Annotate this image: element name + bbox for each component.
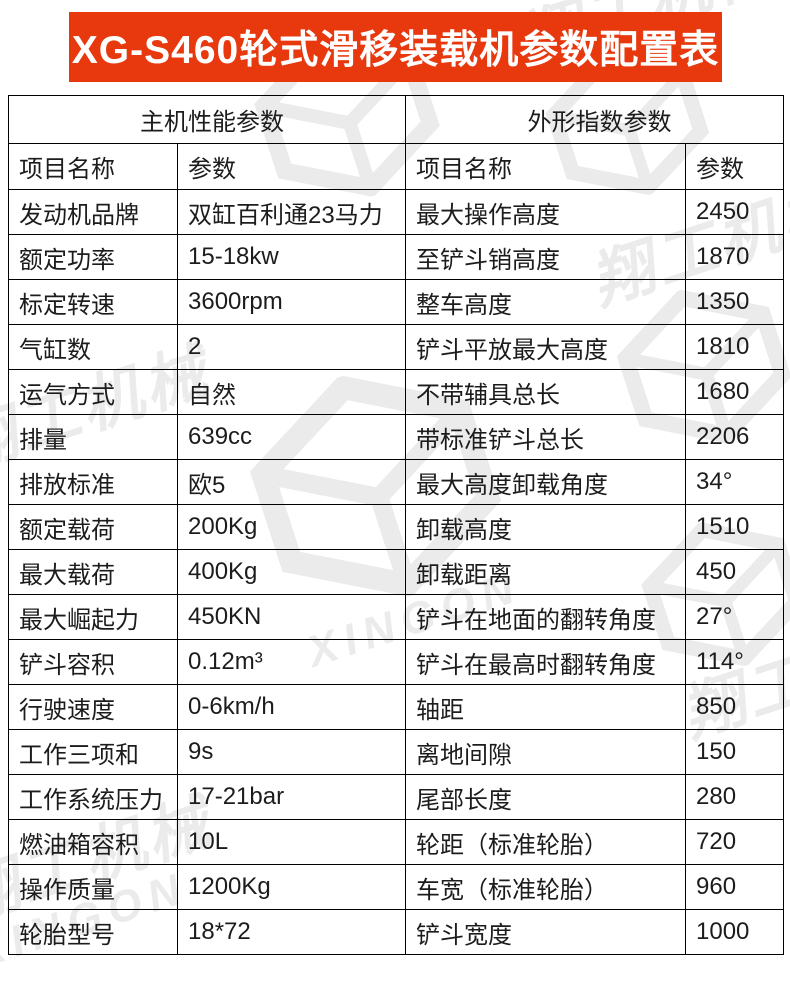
param-value-cell: 10L <box>177 819 406 865</box>
param-name-cell: 铲斗在地面的翻转角度 <box>405 594 686 640</box>
param-value-cell: 2 <box>177 324 406 370</box>
table-row: 最大载荷 400Kg 卸载距离 450 <box>8 549 784 595</box>
param-name-cell: 离地间隙 <box>405 729 686 775</box>
table-row: 排放标准 欧5 最大高度卸载角度 34° <box>8 459 784 505</box>
param-value-cell: 27° <box>685 594 784 640</box>
column-header-row: 项目名称 参数 项目名称 参数 <box>8 143 784 190</box>
param-value-cell: 0-6km/h <box>177 684 406 730</box>
param-name-cell: 额定载荷 <box>8 504 178 550</box>
param-name-cell: 轴距 <box>405 684 686 730</box>
param-value-cell: 1000 <box>685 909 784 955</box>
param-name-cell: 至铲斗销高度 <box>405 234 686 280</box>
param-name-cell: 轮胎型号 <box>8 909 178 955</box>
table-row: 标定转速 3600rpm 整车高度 1350 <box>8 279 784 325</box>
param-name-cell: 最大崛起力 <box>8 594 178 640</box>
param-value-cell: 450KN <box>177 594 406 640</box>
param-name-cell: 最大操作高度 <box>405 189 686 235</box>
param-value-cell: 960 <box>685 864 784 910</box>
param-name-cell: 铲斗在最高时翻转角度 <box>405 639 686 685</box>
param-name-cell: 轮距（标准轮胎） <box>405 819 686 865</box>
spec-table-body: 主机性能参数 外形指数参数 项目名称 参数 项目名称 参数 发动机品牌 双缸百利通… <box>8 95 784 955</box>
param-name-cell: 工作三项和 <box>8 729 178 775</box>
param-name-cell: 带标准铲斗总长 <box>405 414 686 460</box>
param-value-cell: 150 <box>685 729 784 775</box>
param-name-cell: 排量 <box>8 414 178 460</box>
param-value-cell: 200Kg <box>177 504 406 550</box>
table-row: 气缸数 2 铲斗平放最大高度 1810 <box>8 324 784 370</box>
param-value-cell: 双缸百利通23马力 <box>177 189 406 235</box>
param-name-cell: 车宽（标准轮胎） <box>405 864 686 910</box>
table-row: 额定功率 15-18kw 至铲斗销高度 1870 <box>8 234 784 280</box>
param-name-cell: 额定功率 <box>8 234 178 280</box>
param-value-cell: 450 <box>685 549 784 595</box>
param-name-cell: 操作质量 <box>8 864 178 910</box>
table-row: 最大崛起力 450KN 铲斗在地面的翻转角度 27° <box>8 594 784 640</box>
param-value-cell: 114° <box>685 639 784 685</box>
param-value-cell: 2206 <box>685 414 784 460</box>
param-name-cell: 尾部长度 <box>405 774 686 820</box>
param-name-cell: 最大高度卸载角度 <box>405 459 686 505</box>
param-value-cell: 18*72 <box>177 909 406 955</box>
param-value-cell: 自然 <box>177 369 406 415</box>
param-name-cell: 发动机品牌 <box>8 189 178 235</box>
param-name-cell: 最大载荷 <box>8 549 178 595</box>
param-name-cell: 卸载高度 <box>405 504 686 550</box>
param-value-cell: 850 <box>685 684 784 730</box>
table-row: 额定载荷 200Kg 卸载高度 1510 <box>8 504 784 550</box>
col-header-name: 项目名称 <box>405 143 686 190</box>
title-banner: XG-S460轮式滑移装载机参数配置表 <box>69 12 722 82</box>
param-name-cell: 标定转速 <box>8 279 178 325</box>
param-name-cell: 气缸数 <box>8 324 178 370</box>
param-value-cell: 9s <box>177 729 406 775</box>
param-value-cell: 欧5 <box>177 459 406 505</box>
param-value-cell: 1350 <box>685 279 784 325</box>
param-name-cell: 工作系统压力 <box>8 774 178 820</box>
param-value-cell: 34° <box>685 459 784 505</box>
table-row: 铲斗容积 0.12m³ 铲斗在最高时翻转角度 114° <box>8 639 784 685</box>
param-name-cell: 运气方式 <box>8 369 178 415</box>
param-value-cell: 2450 <box>685 189 784 235</box>
param-value-cell: 720 <box>685 819 784 865</box>
table-row: 操作质量 1200Kg 车宽（标准轮胎） 960 <box>8 864 784 910</box>
param-value-cell: 3600rpm <box>177 279 406 325</box>
param-name-cell: 燃油箱容积 <box>8 819 178 865</box>
param-name-cell: 铲斗容积 <box>8 639 178 685</box>
table-row: 行驶速度 0-6km/h 轴距 850 <box>8 684 784 730</box>
right-group-header: 外形指数参数 <box>405 95 784 144</box>
param-name-cell: 卸载距离 <box>405 549 686 595</box>
group-header-row: 主机性能参数 外形指数参数 <box>8 95 784 144</box>
param-value-cell: 400Kg <box>177 549 406 595</box>
param-value-cell: 1870 <box>685 234 784 280</box>
spec-table: 主机性能参数 外形指数参数 项目名称 参数 项目名称 参数 发动机品牌 双缸百利通… <box>8 95 784 955</box>
param-name-cell: 行驶速度 <box>8 684 178 730</box>
table-row: 运气方式 自然 不带辅具总长 1680 <box>8 369 784 415</box>
left-group-header: 主机性能参数 <box>8 95 406 144</box>
table-row: 燃油箱容积 10L 轮距（标准轮胎） 720 <box>8 819 784 865</box>
table-row: 工作三项和 9s 离地间隙 150 <box>8 729 784 775</box>
table-row: 轮胎型号 18*72 铲斗宽度 1000 <box>8 909 784 955</box>
col-header-name: 项目名称 <box>8 143 178 190</box>
param-name-cell: 铲斗宽度 <box>405 909 686 955</box>
table-row: 排量 639cc 带标准铲斗总长 2206 <box>8 414 784 460</box>
col-header-param: 参数 <box>685 143 784 190</box>
param-value-cell: 1510 <box>685 504 784 550</box>
page-title: XG-S460轮式滑移装载机参数配置表 <box>71 29 720 72</box>
param-value-cell: 15-18kw <box>177 234 406 280</box>
table-row: 工作系统压力 17-21bar 尾部长度 280 <box>8 774 784 820</box>
param-value-cell: 1680 <box>685 369 784 415</box>
param-value-cell: 0.12m³ <box>177 639 406 685</box>
param-value-cell: 639cc <box>177 414 406 460</box>
param-value-cell: 280 <box>685 774 784 820</box>
param-value-cell: 17-21bar <box>177 774 406 820</box>
param-value-cell: 1810 <box>685 324 784 370</box>
col-header-param: 参数 <box>177 143 406 190</box>
param-name-cell: 整车高度 <box>405 279 686 325</box>
param-name-cell: 排放标准 <box>8 459 178 505</box>
param-name-cell: 不带辅具总长 <box>405 369 686 415</box>
table-row: 发动机品牌 双缸百利通23马力 最大操作高度 2450 <box>8 189 784 235</box>
param-name-cell: 铲斗平放最大高度 <box>405 324 686 370</box>
param-value-cell: 1200Kg <box>177 864 406 910</box>
